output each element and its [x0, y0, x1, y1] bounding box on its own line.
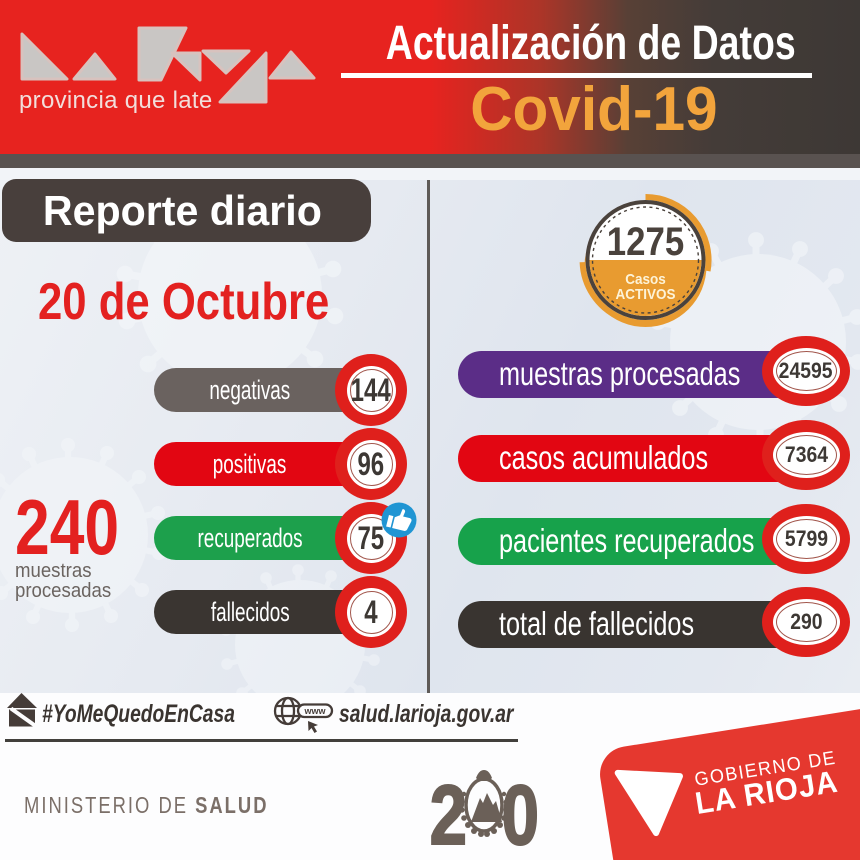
- svg-text:ACTIVOS: ACTIVOS: [616, 286, 676, 303]
- svg-text:Casos: Casos: [625, 271, 666, 288]
- svg-text:www: www: [303, 706, 326, 716]
- svg-text:2: 2: [430, 770, 467, 860]
- svg-text:1275: 1275: [607, 219, 684, 264]
- svg-text:0: 0: [502, 770, 539, 860]
